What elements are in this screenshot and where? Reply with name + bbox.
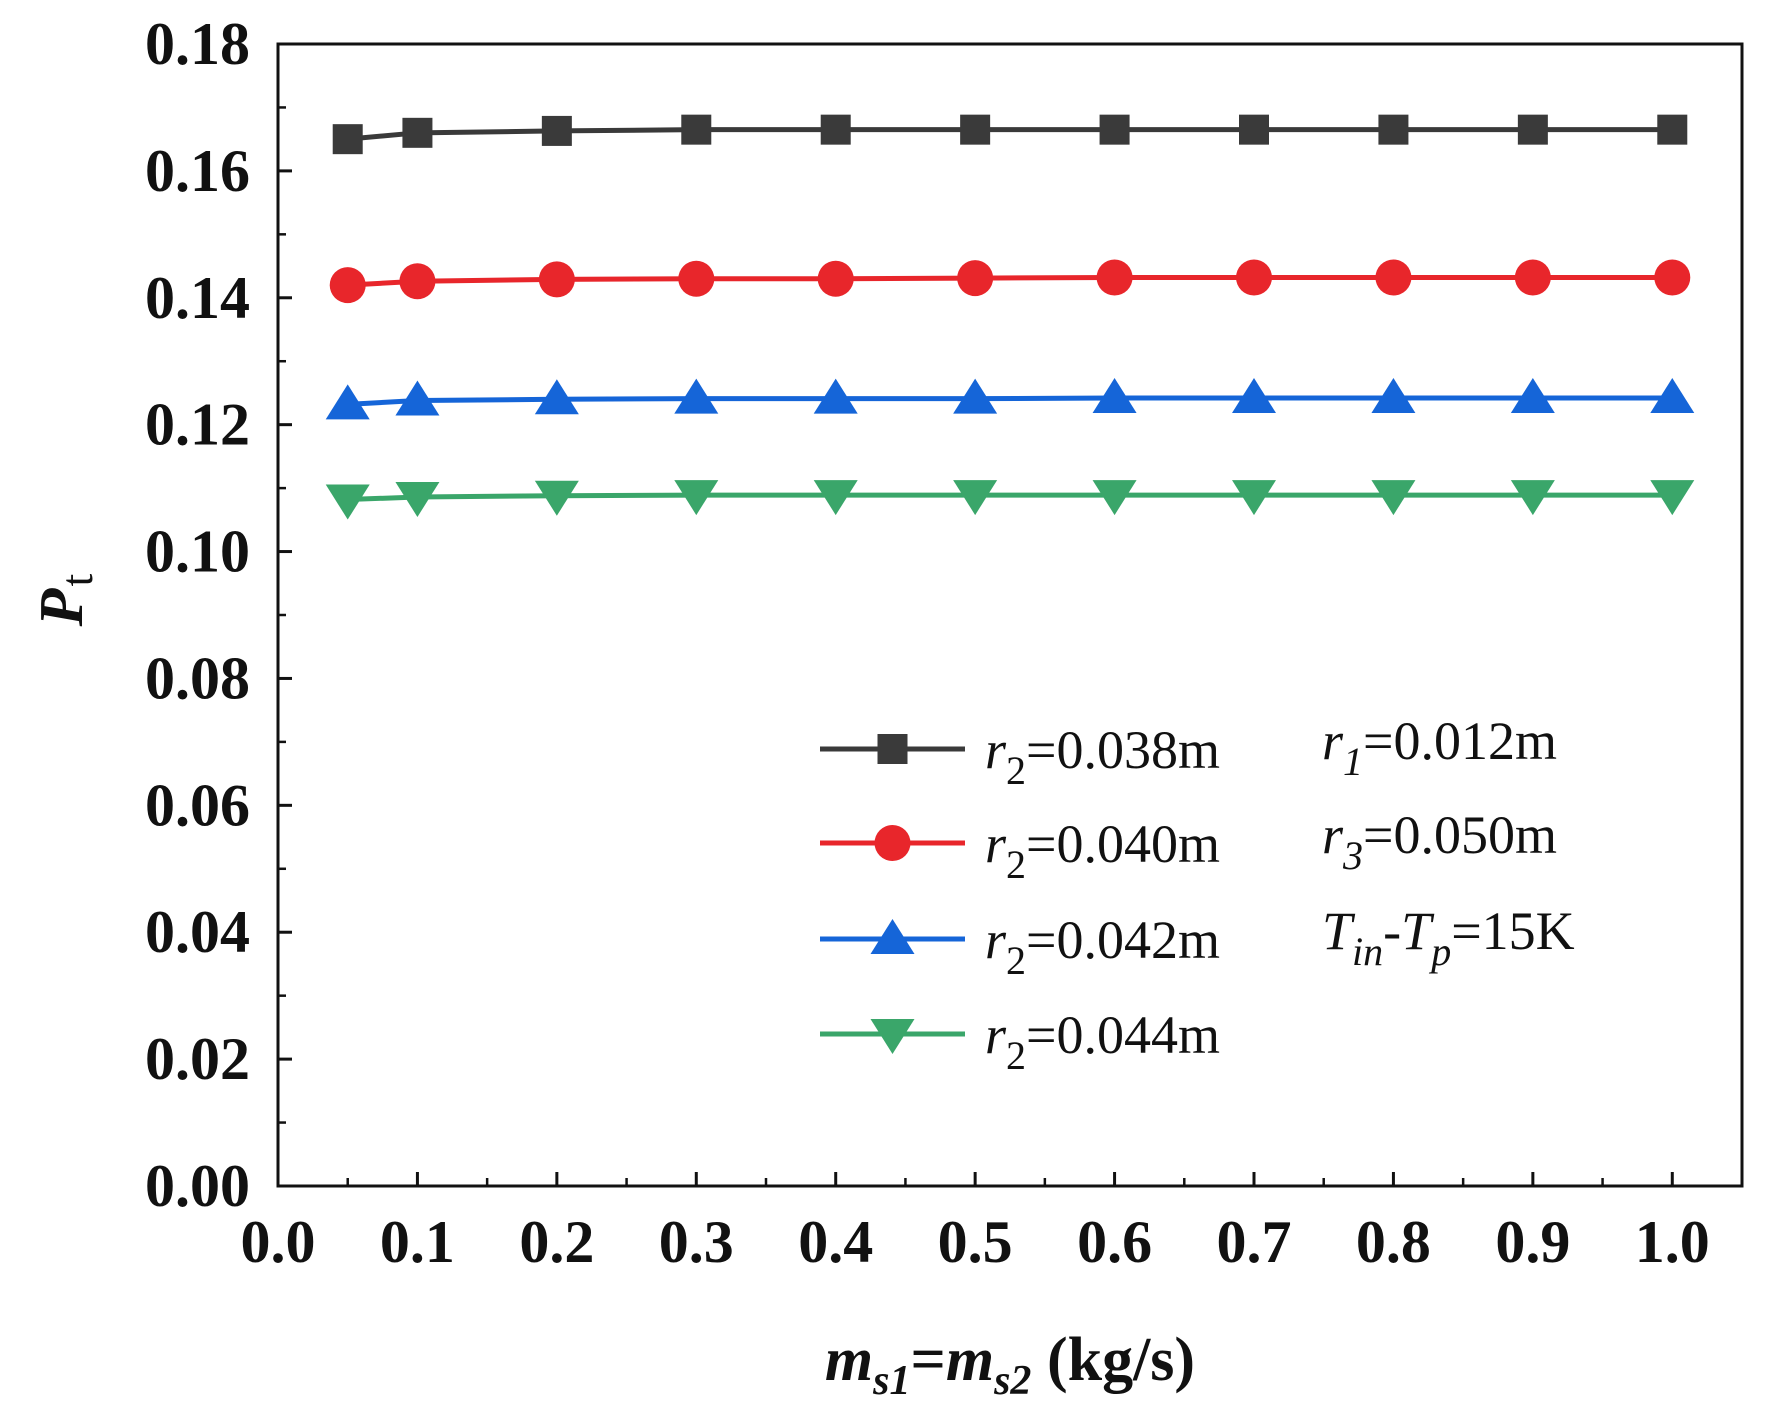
parameter-note-3: Tin-Tp=15K bbox=[1322, 901, 1575, 974]
x-tick-label: 0.8 bbox=[1356, 1209, 1431, 1275]
legend-item-4: r2=0.044m bbox=[820, 1005, 1220, 1078]
y-axis-title: Pt bbox=[28, 573, 102, 627]
data-point bbox=[817, 260, 854, 297]
x-axis-title: ms1=ms2 (kg/s) bbox=[825, 1326, 1195, 1404]
legend-label: r2=0.044m bbox=[985, 1005, 1220, 1078]
data-point bbox=[674, 480, 719, 516]
data-point bbox=[1510, 378, 1555, 414]
data-point bbox=[1650, 378, 1695, 414]
y-tick-label: 0.18 bbox=[145, 11, 250, 77]
data-point bbox=[813, 480, 858, 516]
data-point bbox=[1092, 480, 1137, 516]
data-point bbox=[1239, 114, 1269, 145]
x-tick-label: 0.4 bbox=[798, 1209, 873, 1275]
y-tick-label: 0.02 bbox=[145, 1026, 250, 1092]
data-point bbox=[1232, 378, 1276, 414]
data-point bbox=[960, 114, 991, 145]
legend-swatch-marker bbox=[870, 1019, 915, 1054]
data-point bbox=[1378, 114, 1409, 145]
x-tick-label: 0.3 bbox=[659, 1209, 734, 1275]
legend-item-2: r2=0.040m bbox=[820, 814, 1220, 887]
y-tick-label: 0.06 bbox=[145, 772, 250, 838]
data-point bbox=[538, 261, 575, 298]
data-point bbox=[1371, 480, 1416, 516]
data-point bbox=[325, 384, 370, 420]
data-point bbox=[813, 378, 858, 414]
data-point bbox=[820, 114, 851, 145]
legend-swatch-marker bbox=[877, 734, 908, 764]
y-tick-label: 0.08 bbox=[145, 645, 250, 711]
data-point bbox=[325, 484, 370, 520]
data-point bbox=[957, 260, 994, 297]
data-point bbox=[681, 114, 712, 145]
y-tick-label: 0.04 bbox=[145, 899, 250, 965]
legend-swatch-marker bbox=[870, 919, 915, 954]
data-point bbox=[541, 115, 572, 146]
data-point bbox=[1517, 114, 1548, 145]
x-tick-label: 0.2 bbox=[519, 1209, 594, 1275]
data-point bbox=[1657, 114, 1688, 145]
data-point bbox=[1650, 480, 1695, 516]
legend-swatch-marker bbox=[874, 825, 911, 861]
data-point bbox=[399, 263, 436, 300]
x-tick-label: 0.5 bbox=[938, 1209, 1013, 1275]
legend-item-1: r2=0.038m bbox=[820, 720, 1220, 793]
y-tick-label: 0.16 bbox=[145, 138, 250, 204]
x-tick-label: 0.9 bbox=[1495, 1209, 1570, 1275]
parameter-note-2: r3=0.050m bbox=[1322, 805, 1557, 878]
y-tick-label: 0.14 bbox=[145, 265, 250, 331]
data-point bbox=[1371, 378, 1416, 414]
data-point bbox=[1236, 259, 1272, 296]
legend-label: r2=0.040m bbox=[985, 814, 1220, 887]
parameter-note-1: r1=0.012m bbox=[1322, 711, 1557, 784]
series-2 bbox=[329, 259, 1691, 304]
data-point bbox=[1654, 259, 1691, 296]
data-point bbox=[678, 260, 715, 297]
series-1 bbox=[332, 114, 1688, 155]
x-tick-label: 0.7 bbox=[1217, 1209, 1292, 1275]
legend-item-3: r2=0.042m bbox=[820, 910, 1220, 983]
svg-text:Pt: Pt bbox=[28, 573, 102, 627]
x-tick-label: 0.1 bbox=[380, 1209, 455, 1275]
data-point bbox=[1510, 480, 1555, 516]
data-point bbox=[953, 480, 998, 516]
data-point bbox=[332, 124, 363, 155]
series-4 bbox=[325, 480, 1695, 520]
data-point bbox=[1514, 259, 1551, 296]
data-point bbox=[1092, 378, 1137, 414]
legend-label: r2=0.038m bbox=[985, 720, 1220, 793]
data-point bbox=[395, 481, 440, 517]
legend-label: r2=0.042m bbox=[985, 910, 1220, 983]
series-3 bbox=[325, 378, 1695, 420]
data-point bbox=[1096, 259, 1133, 296]
x-tick-label: 0.0 bbox=[241, 1209, 316, 1275]
y-axis-title-sub: t bbox=[51, 573, 102, 586]
x-tick-label: 1.0 bbox=[1635, 1209, 1710, 1275]
data-point bbox=[534, 480, 579, 516]
x-tick-label: 0.6 bbox=[1077, 1209, 1152, 1275]
y-tick-label: 0.12 bbox=[145, 392, 250, 458]
data-point bbox=[1099, 114, 1130, 145]
data-point bbox=[1232, 480, 1276, 516]
y-tick-label: 0.10 bbox=[145, 519, 250, 585]
y-axis-title-var: P bbox=[28, 587, 96, 627]
data-point bbox=[953, 378, 998, 414]
data-point bbox=[1375, 259, 1412, 296]
data-point bbox=[395, 380, 440, 416]
data-point bbox=[402, 117, 433, 148]
data-point bbox=[674, 378, 719, 414]
y-tick-label: 0.00 bbox=[145, 1153, 250, 1219]
data-point bbox=[534, 379, 579, 415]
data-point bbox=[329, 267, 366, 304]
